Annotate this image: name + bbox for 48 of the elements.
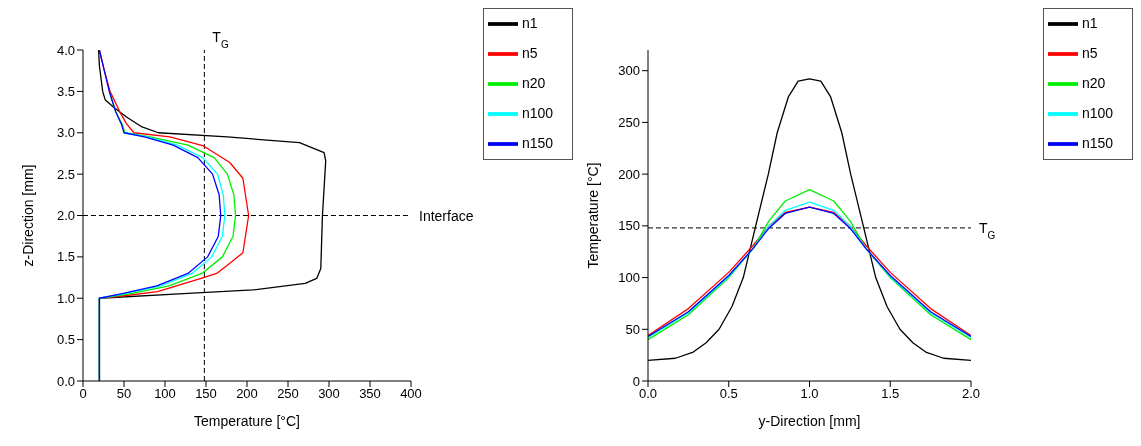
legend-label: n5 xyxy=(1082,44,1098,61)
x-tick-label: 150 xyxy=(195,386,217,402)
legend-label: n100 xyxy=(522,104,554,121)
x-tick-label: 0 xyxy=(79,386,87,402)
legend-label: n150 xyxy=(522,134,554,151)
y-tick-label: 1.0 xyxy=(56,290,75,306)
legend-label: n1 xyxy=(522,14,538,31)
x-tick-label: 0.5 xyxy=(719,386,738,402)
y-tick-label: 150 xyxy=(618,218,640,234)
x-tick-label: 0.0 xyxy=(638,386,658,402)
y-tick-label: 4.0 xyxy=(56,42,75,58)
y-tick-label: 0.5 xyxy=(56,332,75,348)
y-tick-label: 50 xyxy=(625,321,640,337)
x-tick-label: 50 xyxy=(116,386,132,402)
ref-line-label: T$_{G}$ xyxy=(979,219,996,241)
ref-line-label: T$_{G}$ xyxy=(212,29,229,50)
y-tick-label: 2.0 xyxy=(56,208,75,224)
legend-label: n150 xyxy=(1082,134,1114,151)
legend-label: n1 xyxy=(1082,14,1098,31)
x-tick-label: 300 xyxy=(318,386,340,402)
x-tick-label: 200 xyxy=(236,386,258,402)
y-tick-label: 0 xyxy=(632,373,640,389)
y-tick-label: 200 xyxy=(618,166,640,182)
y-tick-label: 2.5 xyxy=(56,166,75,182)
line-series xyxy=(98,50,222,381)
y-tick-label: 300 xyxy=(618,63,640,79)
x-tick-label: 350 xyxy=(359,386,381,402)
y-tick-label: 250 xyxy=(618,115,640,131)
legend-label: n20 xyxy=(522,74,546,91)
legend-label: n20 xyxy=(1082,74,1106,91)
x-tick-label: 100 xyxy=(154,386,176,402)
x-tick-label: 2.0 xyxy=(961,386,981,402)
legend-label: n100 xyxy=(1082,104,1114,121)
y-tick-label: 1.5 xyxy=(56,249,75,265)
y-tick-label: 3.5 xyxy=(56,83,75,99)
y-tick-label: 0.0 xyxy=(56,373,75,389)
y-axis-title: z-Direction [mm] xyxy=(19,164,36,267)
x-axis-title: Temperature [°C] xyxy=(194,413,300,429)
x-tick-label: 1.5 xyxy=(881,386,900,402)
legend-label: n5 xyxy=(522,44,538,61)
x-axis-title: y-Direction [mm] xyxy=(758,413,861,429)
x-tick-label: 250 xyxy=(277,386,299,402)
y-axis-title: Temperature [°C] xyxy=(584,162,601,269)
y-tick-label: 100 xyxy=(618,270,640,286)
x-tick-label: 400 xyxy=(400,386,422,402)
y-tick-label: 3.0 xyxy=(56,125,75,141)
ref-line-label: Interface xyxy=(419,207,474,224)
x-tick-label: 1.0 xyxy=(800,386,819,402)
